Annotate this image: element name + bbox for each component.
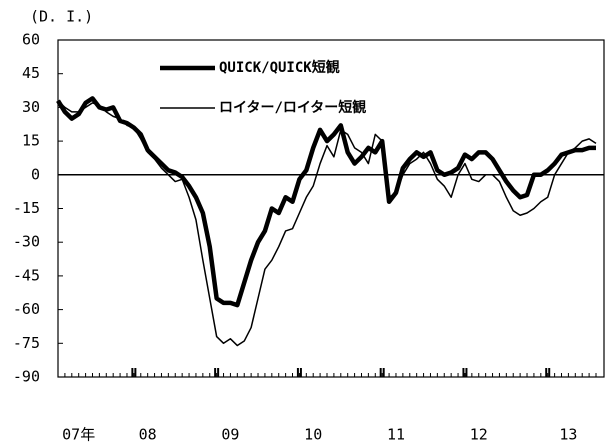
y-tick-label: -75 bbox=[13, 334, 40, 352]
x-tick-label: 11 bbox=[387, 426, 405, 444]
y-tick-label: 60 bbox=[22, 31, 40, 49]
y-tick-label: -60 bbox=[13, 300, 40, 318]
plot-frame bbox=[57, 39, 605, 378]
x-tick-label: 13 bbox=[559, 426, 577, 444]
y-axis-label: (D. I.) bbox=[30, 8, 93, 26]
y-tick-label: 45 bbox=[22, 64, 40, 82]
series-line bbox=[57, 100, 597, 347]
series-line bbox=[56, 96, 596, 308]
y-tick-label: 0 bbox=[31, 165, 40, 183]
y-tick-label: 30 bbox=[22, 98, 40, 116]
y-tick-label: -30 bbox=[13, 233, 40, 251]
legend-label: QUICK/QUICK短観 bbox=[219, 59, 340, 76]
x-tick-label: 10 bbox=[304, 426, 322, 444]
x-tick-label: 08 bbox=[139, 426, 157, 444]
x-tick-label: 09 bbox=[221, 426, 239, 444]
y-tick-label: -90 bbox=[13, 368, 40, 386]
x-tick-label: 12 bbox=[470, 426, 488, 444]
y-tick-label: -45 bbox=[13, 266, 40, 284]
y-tick-label: -15 bbox=[13, 199, 40, 217]
y-tick-label: 15 bbox=[22, 132, 40, 150]
legend-label: ロイター/ロイター短観 bbox=[219, 99, 366, 116]
x-tick-label: 07年 bbox=[62, 426, 95, 444]
